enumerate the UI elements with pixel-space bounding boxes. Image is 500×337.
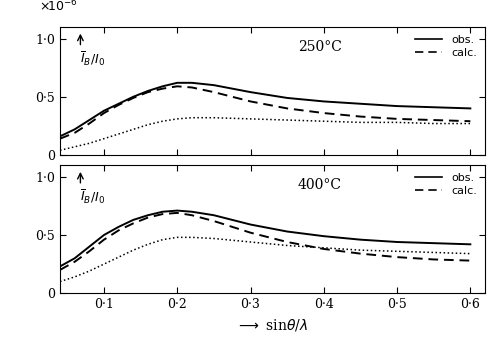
calc. [174, 84, 180, 88]
calc. [430, 257, 436, 262]
calc. [248, 99, 254, 103]
calc. [86, 249, 92, 253]
calc. [57, 268, 63, 272]
calc. [130, 221, 136, 225]
obs. [189, 210, 195, 214]
Legend: obs., calc.: obs., calc. [412, 32, 480, 60]
calc. [130, 96, 136, 100]
obs. [430, 241, 436, 245]
Line: obs.: obs. [60, 83, 470, 136]
calc. [160, 87, 166, 91]
calc. [189, 213, 195, 217]
calc. [116, 103, 121, 107]
calc. [394, 117, 400, 121]
obs. [468, 106, 473, 111]
Legend: obs., calc.: obs., calc. [412, 171, 480, 198]
Line: calc.: calc. [60, 213, 470, 270]
Text: $\overline{I}_B/I_0$: $\overline{I}_B/I_0$ [80, 50, 106, 68]
obs. [211, 213, 217, 217]
obs. [430, 105, 436, 109]
obs. [174, 81, 180, 85]
calc. [145, 216, 151, 220]
obs. [86, 245, 92, 249]
obs. [116, 225, 121, 229]
obs. [160, 84, 166, 88]
calc. [430, 118, 436, 122]
X-axis label: $\longrightarrow$ sin$\theta$/$\lambda$: $\longrightarrow$ sin$\theta$/$\lambda$ [236, 316, 308, 333]
obs. [394, 240, 400, 244]
calc. [248, 231, 254, 235]
obs. [394, 104, 400, 108]
calc. [72, 260, 78, 264]
obs. [284, 229, 290, 234]
obs. [145, 89, 151, 93]
calc. [72, 131, 78, 135]
calc. [101, 111, 107, 115]
obs. [248, 90, 254, 94]
calc. [321, 247, 327, 251]
obs. [321, 99, 327, 103]
obs. [358, 238, 364, 242]
Line: calc.: calc. [60, 86, 470, 139]
obs. [160, 210, 166, 214]
obs. [101, 109, 107, 113]
calc. [211, 219, 217, 223]
calc. [468, 258, 473, 263]
obs. [211, 83, 217, 87]
obs. [86, 118, 92, 122]
obs. [174, 209, 180, 213]
calc. [116, 228, 121, 233]
calc. [174, 211, 180, 215]
calc. [468, 119, 473, 123]
calc. [160, 212, 166, 216]
obs. [57, 265, 63, 269]
calc. [321, 111, 327, 115]
obs. [130, 218, 136, 222]
calc. [284, 106, 290, 111]
calc. [211, 90, 217, 94]
calc. [358, 252, 364, 256]
obs. [101, 233, 107, 237]
obs. [189, 81, 195, 85]
calc. [145, 90, 151, 94]
calc. [57, 136, 63, 141]
calc. [189, 86, 195, 90]
obs. [248, 222, 254, 226]
obs. [284, 96, 290, 100]
obs. [468, 242, 473, 246]
calc. [101, 238, 107, 242]
Text: 250°C: 250°C [298, 40, 342, 54]
Text: 400°C: 400°C [298, 178, 342, 192]
calc. [394, 255, 400, 259]
obs. [116, 102, 121, 106]
obs. [72, 127, 78, 131]
calc. [86, 122, 92, 126]
obs. [358, 102, 364, 106]
Text: $\overline{I}_B/I_0$: $\overline{I}_B/I_0$ [80, 188, 106, 207]
Text: $\times\!10^{-6}$: $\times\!10^{-6}$ [39, 0, 78, 14]
obs. [321, 234, 327, 238]
obs. [57, 134, 63, 139]
calc. [358, 115, 364, 119]
calc. [284, 240, 290, 244]
obs. [145, 213, 151, 217]
obs. [130, 95, 136, 99]
obs. [72, 256, 78, 260]
Line: obs.: obs. [60, 211, 470, 267]
